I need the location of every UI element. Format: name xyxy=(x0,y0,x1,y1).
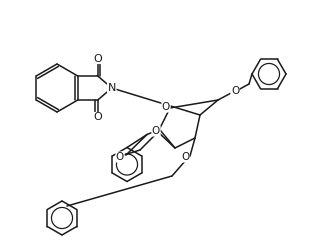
Text: O: O xyxy=(231,86,239,96)
Text: O: O xyxy=(93,112,102,122)
Text: O: O xyxy=(181,152,189,162)
Text: O: O xyxy=(116,152,124,162)
Text: N: N xyxy=(108,83,116,93)
Text: O: O xyxy=(93,53,102,64)
Text: O: O xyxy=(162,102,170,112)
Text: O: O xyxy=(152,126,160,136)
